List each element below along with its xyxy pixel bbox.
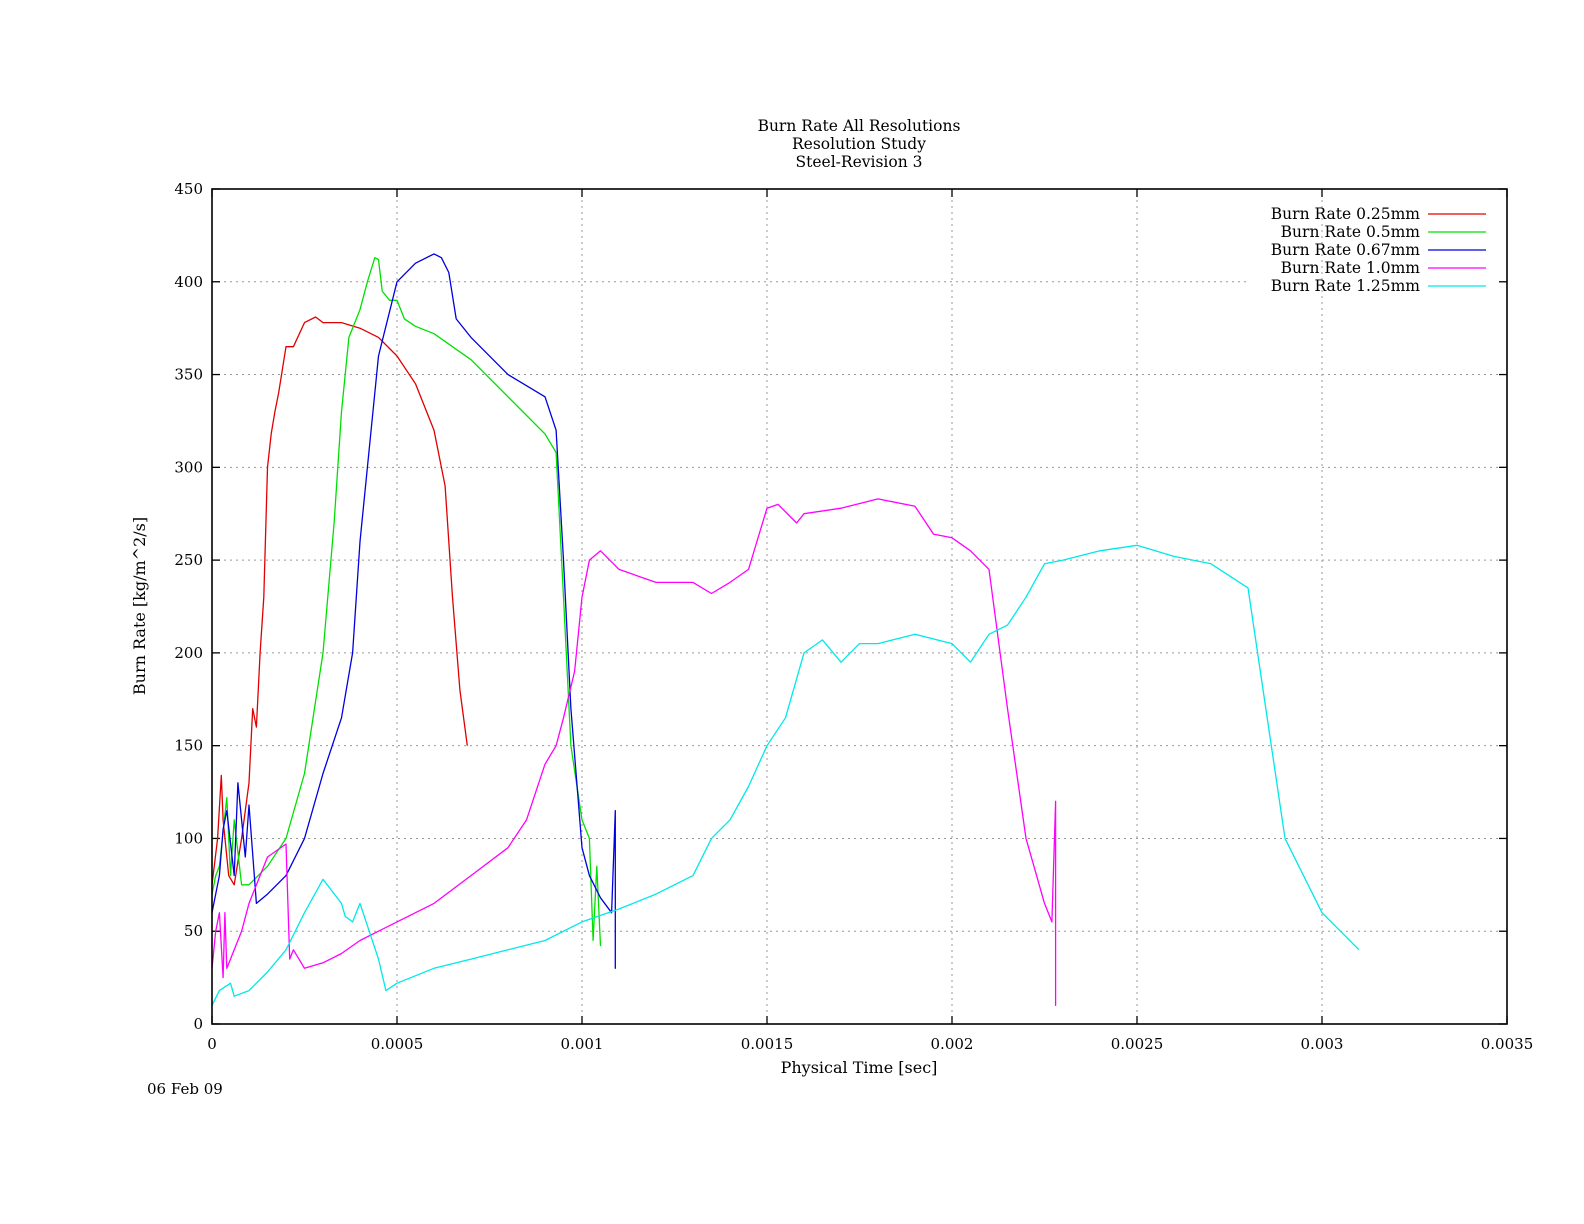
plot-frame: [211, 188, 1508, 1025]
data-series: [211, 253, 1360, 1007]
y-axis-label: Burn Rate [kg/m^2/s]: [130, 517, 149, 695]
y-tick-label: 50: [184, 922, 203, 940]
chart-title-line-2: Resolution Study: [792, 135, 926, 153]
y-tick-label: 100: [174, 829, 203, 847]
series-line-4: [211, 498, 1057, 1007]
x-tick-label: 0.0025: [1111, 1035, 1164, 1053]
series-line-2: [211, 257, 602, 947]
legend-label-2: Burn Rate 0.5mm: [1281, 223, 1421, 241]
series-line-3: [211, 253, 616, 969]
x-tick-label: 0.0035: [1481, 1035, 1534, 1053]
series-line-5: [211, 544, 1360, 1006]
y-tick-label: 250: [174, 551, 203, 569]
date-stamp: 06 Feb 09: [147, 1080, 223, 1098]
y-tick-label: 0: [193, 1015, 203, 1033]
y-tick-label: 200: [174, 644, 203, 662]
x-tick-label: 0.001: [561, 1035, 604, 1053]
y-tick-label: 350: [174, 366, 203, 384]
x-tick-label: 0.0015: [741, 1035, 794, 1053]
axis-ticks: [211, 188, 1508, 1025]
legend-label-1: Burn Rate 0.25mm: [1271, 205, 1420, 223]
y-tick-label: 400: [174, 273, 203, 291]
y-tick-label: 150: [174, 737, 203, 755]
chart-title-line-3: Steel-Revision 3: [796, 153, 923, 171]
x-tick-label: 0: [207, 1035, 217, 1053]
legend-label-5: Burn Rate 1.25mm: [1271, 277, 1420, 295]
x-tick-label: 0.003: [1301, 1035, 1344, 1053]
x-tick-label: 0.002: [931, 1035, 974, 1053]
chart-title: Burn Rate All Resolutions Resolution Stu…: [758, 117, 961, 171]
legend-label-4: Burn Rate 1.0mm: [1281, 259, 1421, 277]
grid-lines: [212, 189, 1507, 1024]
y-tick-label: 450: [174, 180, 203, 198]
series-line-1: [211, 316, 468, 886]
x-axis-label: Physical Time [sec]: [781, 1058, 938, 1077]
tick-labels: 0 0.0005 0.001 0.0015 0.002 0.0025 0.003 0.0035…: [174, 180, 1533, 1053]
legend-label-3: Burn Rate 0.67mm: [1271, 241, 1420, 259]
x-tick-label: 0.0005: [371, 1035, 424, 1053]
y-tick-label: 300: [174, 458, 203, 476]
chart-title-line-1: Burn Rate All Resolutions: [758, 117, 961, 135]
